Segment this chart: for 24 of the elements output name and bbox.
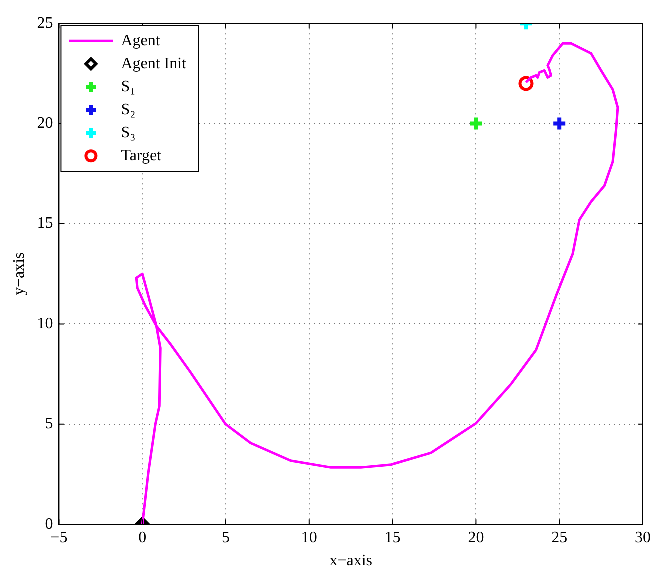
point [552, 116, 568, 132]
legend-label: S₂ [121, 101, 136, 118]
legend-label: Agent Init [121, 55, 188, 72]
legend-label: S₃ [121, 124, 136, 142]
x-tick-label: 15 [384, 529, 401, 546]
y-tick-label: 5 [45, 416, 54, 433]
y-axis-title: y−axis [10, 252, 28, 296]
x-axis-title: x−axis [330, 552, 372, 570]
x-tick-label: 25 [552, 529, 568, 546]
x-tick-label: 10 [301, 529, 318, 546]
x-tick-label: −5 [50, 529, 68, 546]
legend-label: Agent [121, 32, 161, 50]
x-tick-label: 0 [138, 529, 147, 546]
y-tick-label: 15 [37, 215, 54, 232]
y-tick-label: 10 [37, 315, 54, 332]
y-tick-label: 0 [45, 516, 54, 533]
y-tick-label: 20 [37, 115, 54, 132]
point [468, 116, 484, 132]
x-tick-label: 5 [222, 529, 230, 546]
x-tick-label: 30 [635, 529, 651, 546]
legend-label: Target [121, 147, 162, 164]
legend-label: S₁ [121, 78, 136, 96]
x-tick-label: 20 [468, 529, 484, 546]
y-tick-label: 25 [37, 14, 54, 32]
